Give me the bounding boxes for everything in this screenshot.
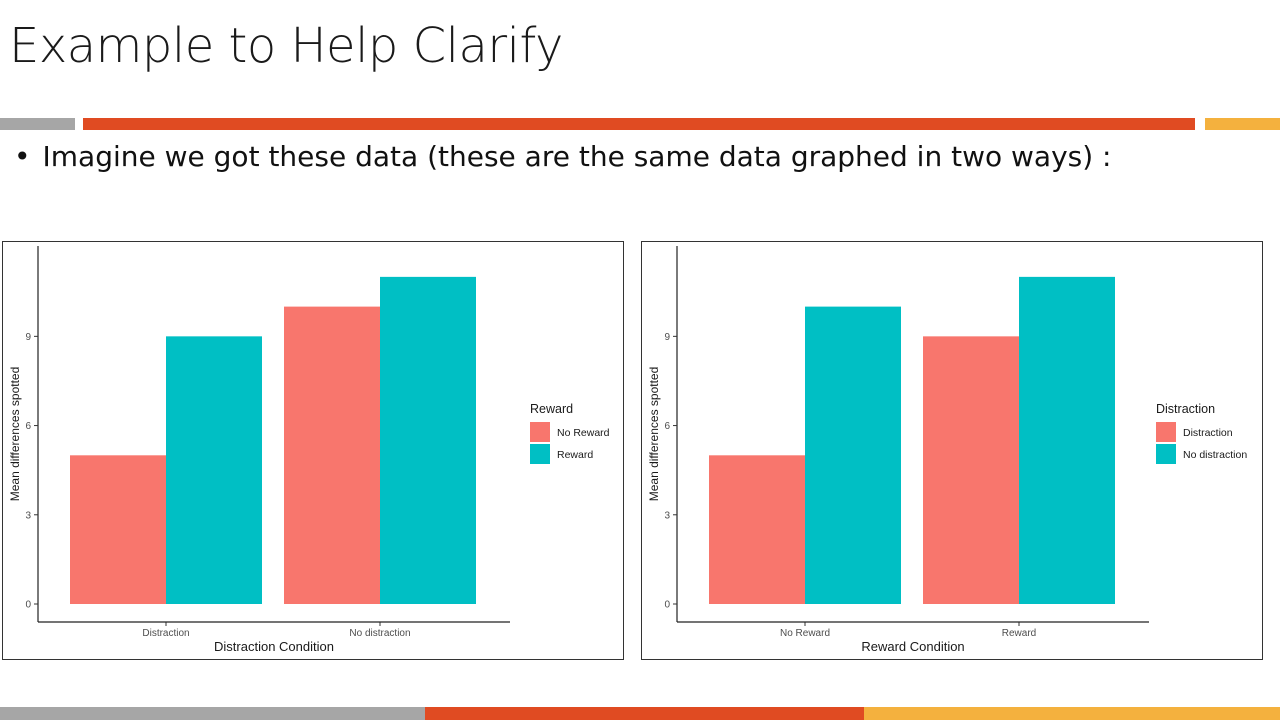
- legend-swatch-no-distraction: [1156, 444, 1176, 464]
- header-divider-gray: [0, 118, 75, 130]
- footer-divider-red: [425, 707, 864, 720]
- bar-reward-distraction: [923, 336, 1019, 604]
- header-divider-orange: [1205, 118, 1280, 130]
- x-tick-label: Reward: [1002, 628, 1036, 639]
- bullet-text: Imagine we got these data (these are the…: [42, 140, 1112, 173]
- y-tick-label: 6: [25, 421, 31, 432]
- x-axis-title: Distraction Condition: [214, 639, 334, 654]
- x-tick-label: Distraction: [142, 628, 189, 639]
- y-axis-title: Mean differences spotted: [8, 367, 22, 502]
- legend-title: Distraction: [1156, 402, 1215, 416]
- bar-distraction-reward: [166, 336, 262, 604]
- y-tick-label: 6: [664, 421, 670, 432]
- chart-right: No Reward Reward 0 3 6 9 Reward Condition Mean …: [641, 241, 1263, 660]
- y-tick-label: 3: [25, 510, 31, 521]
- bullet-icon: •: [14, 140, 31, 173]
- legend-title: Reward: [530, 402, 573, 416]
- y-tick-label: 0: [25, 600, 31, 611]
- legend-swatch-no-reward: [530, 422, 550, 442]
- chart-left: Distraction No distraction 0 3 6 9 Distraction…: [2, 241, 624, 660]
- bar-no-distraction-no-reward: [284, 306, 380, 604]
- bar-no-reward-distraction: [709, 455, 805, 604]
- slide-title: Example to Help Clarify: [9, 18, 563, 74]
- chart-right-svg: No Reward Reward 0 3 6 9 Reward Condition Mean …: [647, 246, 1247, 654]
- legend-label: No distraction: [1183, 449, 1247, 461]
- header-divider-red: [83, 118, 1195, 130]
- x-tick-label: No distraction: [349, 628, 410, 639]
- legend-swatch-reward: [530, 444, 550, 464]
- x-tick-label: No Reward: [780, 628, 830, 639]
- bar-no-reward-no-distraction: [805, 306, 901, 604]
- bar-no-distraction-reward: [380, 276, 476, 604]
- x-axis-title: Reward Condition: [861, 639, 964, 654]
- y-tick-label: 9: [664, 332, 670, 343]
- bullet-point: • Imagine we got these data (these are th…: [14, 140, 1112, 173]
- bar-distraction-no-reward: [70, 455, 166, 604]
- chart-left-svg: Distraction No distraction 0 3 6 9 Distraction…: [8, 246, 610, 654]
- y-tick-label: 3: [664, 510, 670, 521]
- footer-divider-orange: [864, 707, 1280, 720]
- footer-divider-gray: [0, 707, 425, 720]
- legend-label: Reward: [557, 449, 593, 461]
- y-tick-label: 9: [25, 332, 31, 343]
- legend-label: No Reward: [557, 427, 610, 439]
- legend-label: Distraction: [1183, 427, 1233, 439]
- bar-reward-no-distraction: [1019, 276, 1115, 604]
- y-tick-label: 0: [664, 600, 670, 611]
- legend-swatch-distraction: [1156, 422, 1176, 442]
- y-axis-title: Mean differences spotted: [647, 367, 661, 502]
